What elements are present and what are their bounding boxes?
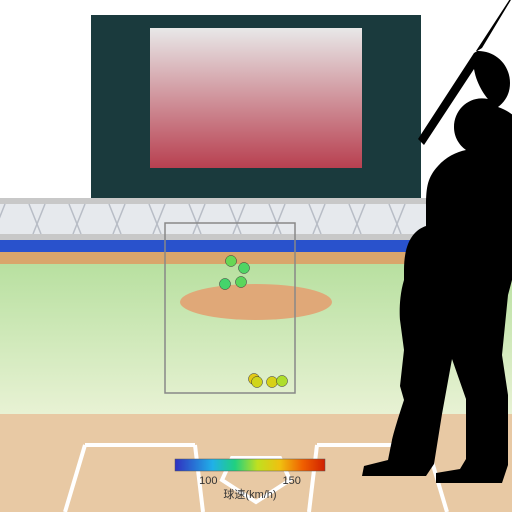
scoreboard-screen <box>150 28 362 168</box>
pitch-marker <box>226 256 237 267</box>
pitch-marker <box>267 377 278 388</box>
pitchers-mound <box>180 284 332 320</box>
speed-legend-bar <box>175 459 325 471</box>
pitch-marker <box>252 377 263 388</box>
pitch-marker <box>239 263 250 274</box>
pitch-location-chart: 100 150 球速(km/h) <box>0 0 512 512</box>
legend-tick: 100 <box>199 475 217 487</box>
legend-tick: 150 <box>282 475 300 487</box>
legend-label: 球速(km/h) <box>223 487 276 501</box>
pitch-marker <box>220 279 231 290</box>
pitch-marker <box>236 277 247 288</box>
chart-svg: 100 150 球速(km/h) <box>0 0 512 512</box>
pitch-marker <box>277 376 288 387</box>
